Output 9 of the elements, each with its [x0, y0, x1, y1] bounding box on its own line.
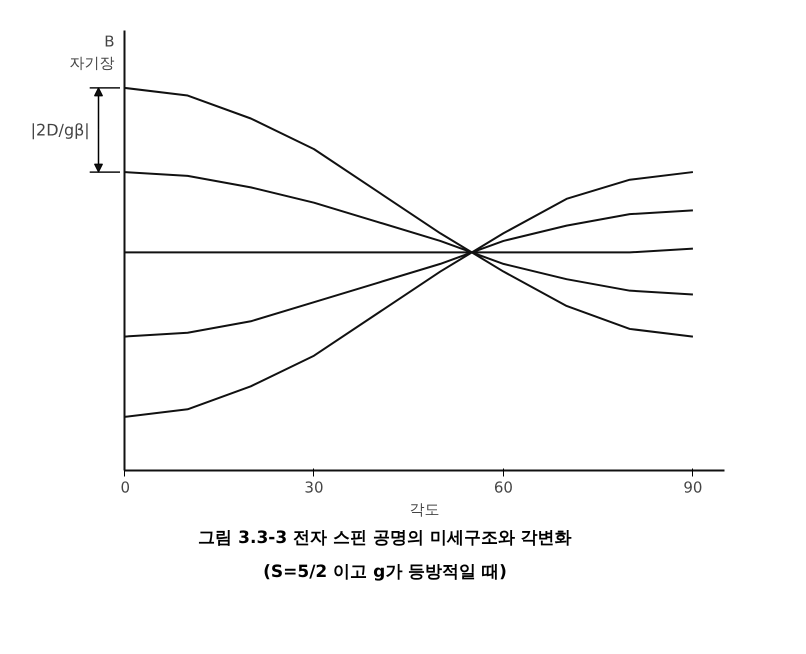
x-tick-label: 90 [683, 478, 702, 496]
y-axis-title: B 자기장 [70, 32, 115, 72]
text: |2D/gβ| [30, 120, 90, 140]
x-tick-label: 30 [304, 478, 324, 496]
x-tick-label: 60 [494, 478, 513, 496]
text: (S=5/2 이고 g가 등방적일 때) [263, 561, 507, 584]
x-tick-label: 0 [120, 478, 130, 496]
x-axis-title: 각도 [410, 500, 440, 518]
text: 그림 3.3-3 전자 스핀 공명의 미세구조와 각변화 [198, 527, 572, 550]
